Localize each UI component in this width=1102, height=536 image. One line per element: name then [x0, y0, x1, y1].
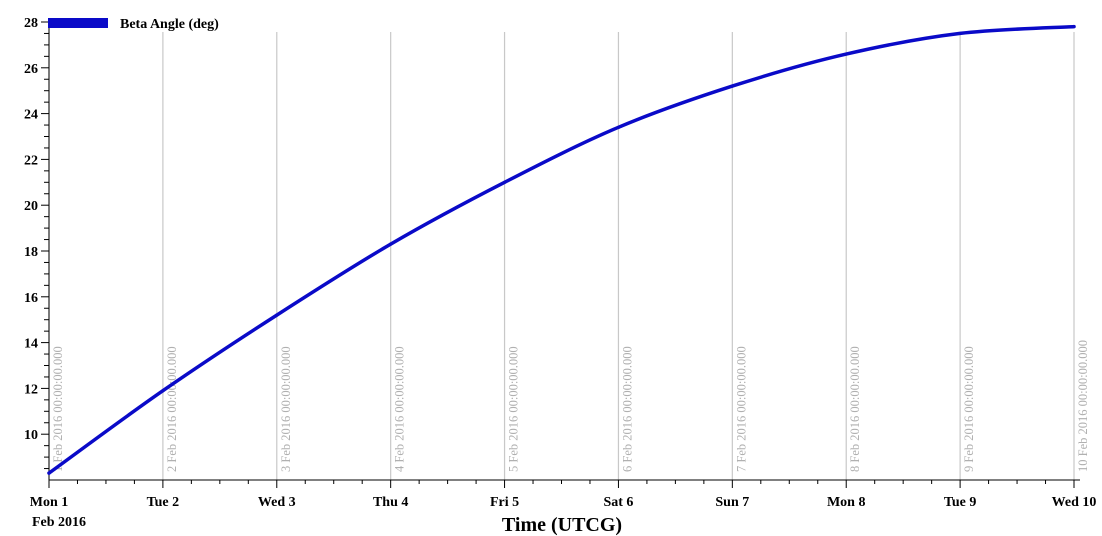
- x-tick-label-2: Tue 2: [147, 495, 180, 510]
- legend-label: Beta Angle (deg): [120, 17, 219, 32]
- y-tick-label-22: 22: [24, 153, 38, 168]
- legend: Beta Angle (deg): [48, 17, 219, 32]
- x-axis-title: Time (UTCG): [502, 514, 622, 536]
- vertical-marker-labels: 1 Feb 2016 00:00:00.000 2 Feb 2016 00:00:…: [51, 340, 1090, 472]
- vertical-marker-label-10: 10 Feb 2016 00:00:00.000: [1076, 340, 1090, 472]
- x-tick-label-1-line2: Feb 2016: [32, 515, 86, 530]
- data-point-1: [47, 471, 51, 475]
- x-tick-label-6: Sat 6: [603, 495, 633, 510]
- y-tick-label-10: 10: [24, 428, 38, 443]
- x-tick-label-10: Wed 10: [1052, 495, 1097, 510]
- data-point-5: [502, 180, 507, 184]
- x-tick-label-9: Tue 9: [944, 495, 977, 510]
- y-tick-label-16: 16: [24, 291, 38, 306]
- vertical-marker-label-3: 3 Feb 2016 00:00:00.000: [279, 346, 293, 472]
- vertical-marker-label-6: 6 Feb 2016 00:00:00.000: [620, 346, 634, 472]
- vertical-marker-label-9: 9 Feb 2016 00:00:00.000: [962, 346, 976, 472]
- x-tick-label-4: Thu 4: [373, 495, 408, 510]
- vertical-marker-label-5: 5 Feb 2016 00:00:00.000: [507, 346, 521, 472]
- data-point-9: [958, 31, 962, 36]
- y-tick-label-26: 26: [24, 62, 38, 77]
- vertical-marker-label-4: 4 Feb 2016 00:00:00.000: [393, 346, 407, 472]
- x-tick-label-5: Fri 5: [490, 495, 519, 510]
- legend-swatch: [48, 18, 108, 28]
- x-axis-ticks: Mon 1 Feb 2016 Tue 2 Wed 3 Thu 4 Fri 5 Sat 6 Su…: [30, 480, 1097, 530]
- data-point-4: [389, 242, 393, 246]
- vertical-marker-label-7: 7 Feb 2016 00:00:00.000: [734, 346, 748, 472]
- data-point-3: [275, 313, 279, 317]
- vertical-marker-label-1: 1 Feb 2016 00:00:00.000: [51, 346, 65, 472]
- axes: [48, 18, 1080, 481]
- y-tick-label-20: 20: [24, 199, 38, 214]
- y-tick-label-12: 12: [24, 382, 38, 397]
- series-group: [47, 24, 1076, 475]
- vertical-gridlines: [48, 32, 1075, 480]
- y-tick-label-18: 18: [24, 245, 38, 260]
- vertical-marker-label-8: 8 Feb 2016 00:00:00.000: [848, 346, 862, 472]
- data-point-10: [1072, 24, 1076, 29]
- series-line-beta-angle: [47, 24, 1076, 475]
- y-tick-label-14: 14: [24, 337, 38, 352]
- y-axis-ticks: 10 12 14 16 18 20 22 24 26 28: [24, 16, 49, 470]
- data-point-2: [161, 389, 165, 393]
- x-tick-label-7: Sun 7: [715, 495, 749, 510]
- data-point-6: [616, 125, 621, 129]
- y-tick-label-24: 24: [24, 108, 38, 123]
- data-point-7: [730, 84, 734, 88]
- data-point-8: [844, 52, 848, 56]
- vertical-marker-label-2: 2 Feb 2016 00:00:00.000: [165, 346, 179, 472]
- x-tick-label-3: Wed 3: [258, 495, 296, 510]
- x-tick-label-8: Mon 8: [827, 495, 866, 510]
- x-tick-label-1: Mon 1: [30, 495, 69, 510]
- y-tick-label-28: 28: [24, 16, 38, 31]
